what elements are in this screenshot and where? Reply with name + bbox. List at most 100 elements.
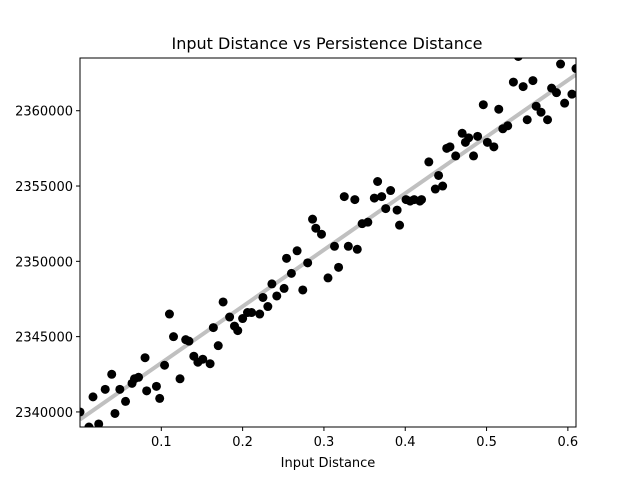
data-point xyxy=(84,422,94,427)
data-point xyxy=(151,381,161,391)
data-point xyxy=(571,64,576,74)
data-point xyxy=(298,285,308,295)
x-axis-ticks: 0.1 0.2 0.3 0.4 0.5 0.6 xyxy=(151,427,578,450)
y-axis-ticks: 2340000 2345000 2350000 2355000 2360000 xyxy=(15,105,80,421)
data-point xyxy=(478,100,488,110)
data-point xyxy=(184,336,194,346)
data-point xyxy=(469,151,479,161)
data-point xyxy=(522,115,532,125)
data-point xyxy=(508,77,518,87)
x-axis-label: Input Distance xyxy=(281,456,376,471)
data-point xyxy=(282,253,292,263)
data-point xyxy=(80,407,85,417)
data-point xyxy=(247,308,257,318)
y-tick-label: 2360000 xyxy=(15,105,73,120)
data-point xyxy=(80,427,89,436)
y-tick-label: 2340000 xyxy=(15,406,73,421)
y-tick-label: 2350000 xyxy=(15,255,73,270)
data-point xyxy=(160,360,170,370)
data-point xyxy=(272,291,282,301)
data-point xyxy=(286,268,296,278)
data-point xyxy=(330,241,340,251)
data-point xyxy=(100,384,110,394)
x-tick-label: 0.2 xyxy=(232,435,253,450)
data-point xyxy=(142,386,152,396)
data-point xyxy=(352,244,362,254)
plot-frame xyxy=(79,57,577,428)
data-point xyxy=(434,170,444,180)
data-point xyxy=(350,195,360,205)
data-point xyxy=(438,181,448,191)
data-point xyxy=(381,204,391,214)
x-tick-label: 0.1 xyxy=(151,435,172,450)
data-point xyxy=(134,372,144,382)
chart-title: Input Distance vs Persistence Distance xyxy=(171,34,482,53)
data-point xyxy=(369,193,379,203)
data-point xyxy=(334,262,344,272)
data-point xyxy=(528,76,538,86)
data-point xyxy=(263,302,273,312)
y-tick-label: 2345000 xyxy=(15,331,73,346)
data-point xyxy=(424,157,434,167)
data-point xyxy=(451,151,461,161)
data-point xyxy=(518,82,528,92)
data-point xyxy=(343,241,353,251)
data-point xyxy=(531,101,541,111)
x-tick-label: 0.5 xyxy=(476,435,497,450)
data-point xyxy=(395,220,405,230)
data-point xyxy=(503,121,513,131)
data-point xyxy=(213,341,223,351)
data-point xyxy=(225,312,235,322)
data-point xyxy=(311,223,321,233)
data-point xyxy=(417,195,427,205)
data-point xyxy=(473,131,483,141)
data-point xyxy=(115,384,125,394)
data-point xyxy=(339,192,349,202)
data-point xyxy=(94,419,104,427)
data-point xyxy=(292,246,302,256)
data-point xyxy=(377,192,387,202)
data-point xyxy=(489,142,499,152)
data-point xyxy=(373,177,383,187)
data-points xyxy=(80,58,576,436)
data-point xyxy=(457,128,467,138)
data-point xyxy=(363,217,373,227)
data-point xyxy=(279,283,289,293)
data-point xyxy=(175,374,185,384)
data-point xyxy=(198,354,208,364)
data-point xyxy=(88,392,98,402)
data-point xyxy=(464,133,474,143)
data-point xyxy=(494,104,504,114)
y-tick-label: 2355000 xyxy=(15,180,73,195)
data-point xyxy=(208,323,218,333)
data-point xyxy=(303,258,313,268)
data-point xyxy=(482,137,492,147)
data-point xyxy=(218,297,228,307)
data-point xyxy=(267,279,277,289)
data-point xyxy=(140,353,150,363)
data-point xyxy=(238,314,248,324)
data-point xyxy=(323,273,333,283)
data-point xyxy=(430,184,440,194)
data-point xyxy=(258,292,268,302)
x-tick-label: 0.6 xyxy=(558,435,579,450)
data-point xyxy=(386,186,396,196)
data-point xyxy=(169,332,179,342)
x-tick-label: 0.3 xyxy=(314,435,335,450)
data-point xyxy=(543,115,553,125)
data-point xyxy=(164,309,174,319)
data-point xyxy=(121,396,131,406)
data-point xyxy=(316,229,326,239)
data-point xyxy=(392,205,402,215)
data-point xyxy=(233,326,243,336)
data-point xyxy=(445,142,455,152)
data-point xyxy=(255,309,265,319)
data-point xyxy=(205,359,215,369)
data-point xyxy=(556,59,566,69)
data-point xyxy=(514,58,523,61)
data-point xyxy=(551,88,561,98)
data-point xyxy=(560,98,570,108)
data-point xyxy=(155,393,165,403)
data-point xyxy=(308,214,318,224)
